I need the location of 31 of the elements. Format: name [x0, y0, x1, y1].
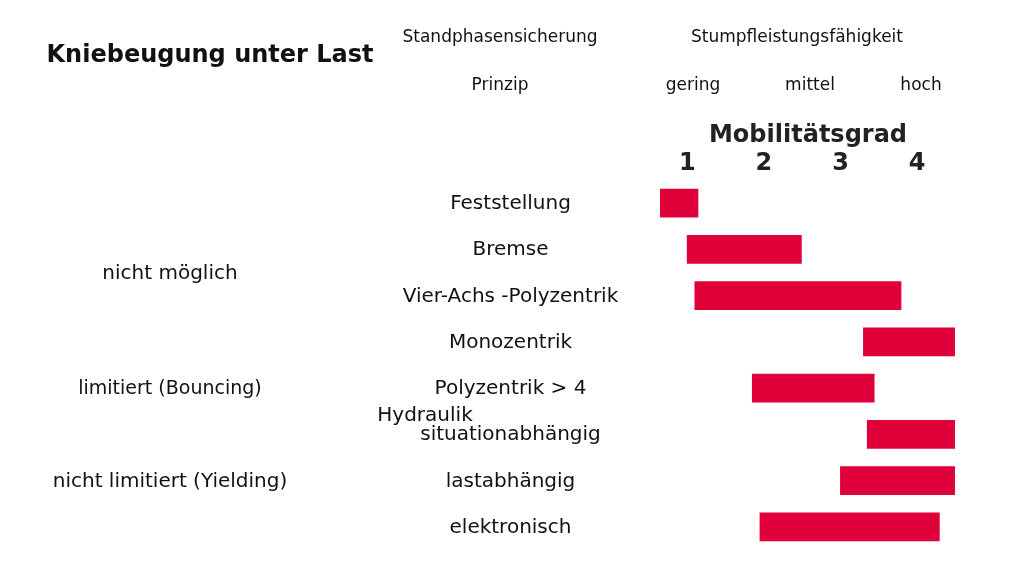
- y-tick-label: Monozentrik: [448, 328, 573, 353]
- y-tick-label: lastabhängig: [445, 467, 576, 492]
- text: Prinzip: [471, 74, 529, 94]
- y-tick-label: Bremse: [472, 236, 549, 261]
- bar: [660, 188, 699, 218]
- y-tick-label: elektronisch: [449, 513, 572, 538]
- bar: [863, 327, 955, 357]
- y-tick-label: Vier-Achs -Polyzentrik: [402, 282, 619, 307]
- x-tick-label: 2: [755, 147, 773, 176]
- x-tick-label: 1: [678, 147, 696, 176]
- x-axis-title: Mobilitätsgrad: [708, 119, 908, 148]
- y-tick-label: Feststellung: [450, 190, 571, 215]
- text: hoch: [900, 74, 942, 94]
- bar: [759, 512, 940, 542]
- x-tick-label: 3: [832, 147, 849, 176]
- text: Kniebeugung unter Last: [46, 40, 374, 68]
- text: nicht limitiert (Yielding): [52, 467, 288, 492]
- text: Standphasensicherung: [402, 26, 598, 46]
- y-tick-label: Polyzentrik > 4: [434, 375, 587, 400]
- bar: [694, 281, 902, 310]
- text: mittel: [785, 74, 835, 94]
- bar: [751, 373, 875, 403]
- x-tick-label: 4: [908, 147, 926, 176]
- text: gering: [665, 74, 721, 94]
- text: limitiert (Bouncing): [78, 376, 262, 399]
- y-tick-label: situationabhängig: [420, 421, 601, 446]
- bar: [866, 420, 955, 449]
- text: Stumpfleistungsfähigkeit: [691, 26, 904, 46]
- text: nicht möglich: [102, 259, 238, 284]
- bar: [686, 235, 802, 264]
- bar: [840, 466, 955, 495]
